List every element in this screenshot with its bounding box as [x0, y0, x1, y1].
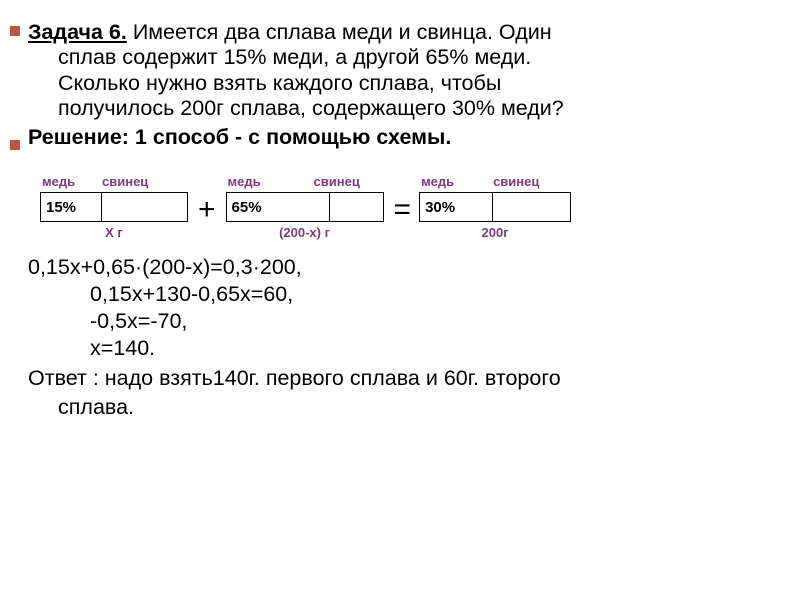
header-copper: медь — [42, 174, 102, 189]
bullet-icon — [10, 26, 20, 36]
block2-empty — [329, 193, 383, 221]
alloy-block-2: медь свинец 65% (200-х) г — [226, 174, 384, 240]
alloy-block-1: медь свинец 15% Х г — [40, 174, 188, 240]
solution-heading: Решение: 1 способ - с помощью схемы. — [28, 125, 772, 150]
alloy-block-3: медь свинец 30% 200г — [419, 174, 571, 240]
header-lead: свинец — [493, 174, 571, 189]
calc-line-2: 0,15х+130-0,65х=60, — [28, 281, 772, 308]
header-copper: медь — [421, 174, 493, 189]
problem-text-4: получилось 200г сплава, содержащего 30% … — [28, 96, 772, 121]
header-lead: свинец — [102, 174, 188, 189]
block1-headers: медь свинец — [40, 174, 188, 189]
problem-text-2: сплав содержит 15% меди, а другой 65% ме… — [28, 45, 772, 70]
block3-sub: 200г — [419, 225, 571, 240]
block3-headers: медь свинец — [419, 174, 571, 189]
block1-sub: Х г — [40, 225, 188, 240]
block3-percent: 30% — [420, 193, 492, 221]
block2-sub: (200-х) г — [226, 225, 384, 240]
block2-headers: медь свинец — [226, 174, 384, 189]
block2-box: 65% — [226, 192, 384, 222]
problem-title: Задача 6. — [28, 20, 127, 44]
block3-box: 30% — [419, 192, 571, 222]
calculation: 0,15х+0,65·(200-х)=0,3·200, 0,15х+130-0,… — [28, 254, 772, 362]
plus-operator: + — [192, 193, 222, 227]
block2-percent: 65% — [227, 193, 329, 221]
block3-empty — [492, 193, 570, 221]
problem-text-3: Сколько нужно взять каждого сплава, чтоб… — [28, 71, 772, 96]
block1-empty — [101, 193, 187, 221]
block1-percent: 15% — [41, 193, 101, 221]
bullet-icon — [10, 140, 20, 150]
equals-operator: = — [388, 193, 416, 227]
calc-line-1: 0,15х+0,65·(200-х)=0,3·200, — [28, 254, 772, 281]
slide: Задача 6. Имеется два сплава меди и свин… — [0, 0, 800, 600]
problem-text-1: Имеется два сплава меди и свинца. Один — [127, 20, 552, 44]
header-lead: свинец — [314, 174, 384, 189]
answer-line-2: сплава. — [28, 395, 772, 420]
answer-line-1: Ответ : надо взять140г. первого сплава и… — [28, 366, 772, 391]
header-copper: медь — [228, 174, 314, 189]
scheme-diagram: медь свинец 15% Х г + медь свинец 65% (2… — [40, 174, 772, 240]
calc-line-4: х=140. — [28, 335, 772, 362]
problem-paragraph: Задача 6. Имеется два сплава меди и свин… — [28, 20, 772, 121]
block1-box: 15% — [40, 192, 188, 222]
calc-line-3: -0,5х=-70, — [28, 308, 772, 335]
